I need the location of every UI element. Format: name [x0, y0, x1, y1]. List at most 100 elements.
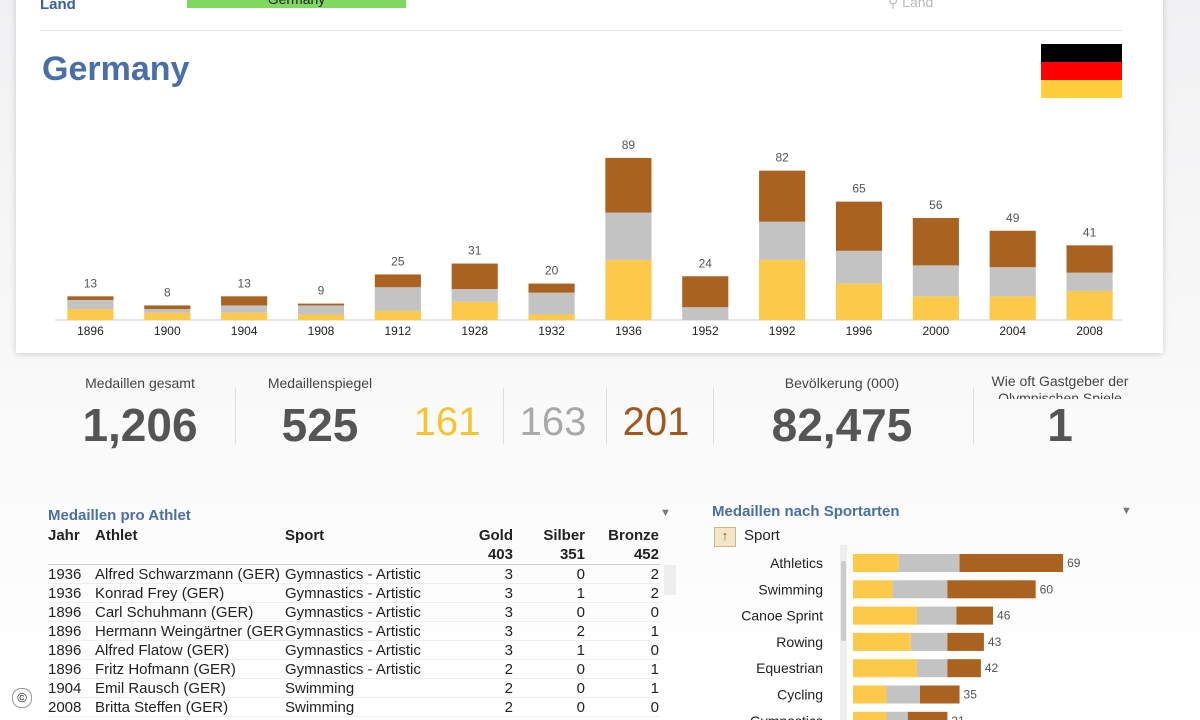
search-box[interactable]: ⚲ Land — [888, 0, 933, 11]
bar-segment — [912, 265, 959, 297]
bar-segment — [759, 170, 806, 222]
flag — [1041, 44, 1122, 98]
kpi-label: Wie oft Gastgeber der Olympischen Spiele — [991, 373, 1129, 399]
row-line — [48, 659, 660, 660]
table-menu[interactable]: ▼ — [660, 507, 671, 519]
bar-segment — [989, 296, 1036, 320]
table-cell: 1 — [650, 680, 659, 697]
bar-segment — [451, 289, 498, 302]
table-cell: 2 — [576, 623, 585, 640]
table-cell: 0 — [650, 604, 659, 621]
bar-segment — [605, 212, 652, 260]
divider — [40, 30, 1122, 31]
y-tick-label: Gymnastics — [750, 713, 823, 720]
y-tick-label: Swimming — [758, 581, 823, 597]
bar-segment — [853, 632, 911, 651]
medals-by-year-chart: 13 1896 8 1900 13 1904 9 1908 25 1912 31 1928 20 1932… — [55, 138, 1122, 338]
separator — [235, 388, 236, 444]
bar-segment — [892, 580, 948, 599]
table-cell: Alfred Schwarzmann (GER) — [95, 566, 281, 583]
total-label: 41 — [1083, 225, 1097, 239]
bar-segment — [835, 201, 883, 251]
bar-segment — [835, 250, 883, 284]
chart-menu[interactable]: ▼ — [1121, 505, 1132, 517]
kpi-value: 82,475 — [771, 399, 913, 451]
bar-segment — [907, 711, 948, 720]
bar-segment — [67, 309, 114, 320]
bar-segment — [916, 659, 948, 678]
total-label: 8 — [164, 285, 171, 299]
table-cell: 1896 — [48, 661, 82, 678]
table-cell: Gymnastics - Artistic — [285, 642, 421, 659]
x-tick-label: 1996 — [846, 324, 873, 338]
y-tick-label: Athletics — [770, 555, 823, 571]
bar-segment — [853, 711, 887, 720]
x-tick-label: 2004 — [999, 324, 1026, 338]
bar-segment — [959, 554, 1064, 572]
separator — [713, 388, 714, 444]
bar-segment — [759, 259, 806, 320]
x-tick-label: 1912 — [385, 324, 412, 338]
x-tick-label: 1936 — [615, 324, 642, 338]
table-cell: 2 — [504, 699, 513, 716]
table-cell: 1 — [576, 642, 585, 659]
table-cell: 1904 — [48, 680, 82, 697]
bar-segment — [916, 606, 957, 625]
bar-segment — [374, 274, 421, 288]
bar-segment — [67, 299, 114, 310]
table-cell: 3 — [504, 642, 513, 659]
column-header: Jahr — [48, 527, 80, 544]
sort-button[interactable]: ↑ — [714, 527, 736, 547]
bar-segment — [947, 580, 1036, 599]
column-header: Sport — [285, 527, 325, 544]
total-label: 82 — [775, 151, 789, 165]
x-tick-label: 1928 — [461, 324, 488, 338]
table-cell: Fritz Hofmann (GER) — [95, 661, 236, 678]
table-cell: 1936 — [48, 585, 82, 602]
scrollbar[interactable] — [664, 565, 676, 595]
table-cell: Gymnastics - Artistic — [285, 661, 421, 678]
total-label: 43 — [988, 635, 1002, 649]
bar-segment — [528, 314, 575, 320]
bar-segment — [919, 685, 960, 704]
y-tick-label: Canoe Sprint — [741, 608, 823, 624]
copyright-badge: © — [12, 688, 32, 708]
row-line — [48, 583, 660, 584]
bar-segment — [853, 580, 893, 599]
table-cell: 1 — [650, 661, 659, 678]
total-label: 42 — [985, 661, 999, 675]
table-cell: 1896 — [48, 642, 82, 659]
kpi-label: Bevölkerung (000) — [784, 375, 900, 391]
table-cell: 0 — [576, 680, 585, 697]
bar-segment — [989, 267, 1036, 297]
table-cell: Hermann Weingärtner (GER) — [95, 623, 283, 640]
table-cell: 1896 — [48, 604, 82, 621]
row-line — [48, 697, 660, 698]
total-label: 25 — [391, 254, 405, 268]
bar-segment — [605, 157, 652, 213]
table-cell: 1936 — [48, 566, 82, 583]
table-cell: Konrad Frey (GER) — [95, 585, 225, 602]
country-dropdown[interactable]: Germany — [187, 0, 406, 8]
bar-segment — [451, 263, 498, 290]
table-cell: 3 — [504, 604, 513, 621]
table-cell: 3 — [504, 566, 513, 583]
total-label: 9 — [318, 284, 325, 298]
x-tick-label: 1932 — [538, 324, 565, 338]
country-card — [16, 0, 1163, 353]
table-cell: 1896 — [48, 623, 82, 640]
separator — [503, 388, 504, 444]
kpi-value: 1,206 — [82, 399, 198, 451]
total-label: 56 — [929, 198, 943, 212]
total-label: 89 — [622, 138, 636, 152]
table-title: Medaillen pro Athlet — [48, 507, 191, 524]
bar-segment — [835, 283, 883, 320]
table-cell: 2 — [650, 585, 659, 602]
kpi-value: 525 — [281, 399, 359, 451]
bar-segment — [682, 307, 729, 320]
table-cell: Carl Schuhmann (GER) — [95, 604, 254, 621]
bar-segment — [853, 659, 917, 678]
total-label: 31 — [468, 244, 482, 258]
kpi-label: Medaillen gesamt — [85, 375, 195, 391]
